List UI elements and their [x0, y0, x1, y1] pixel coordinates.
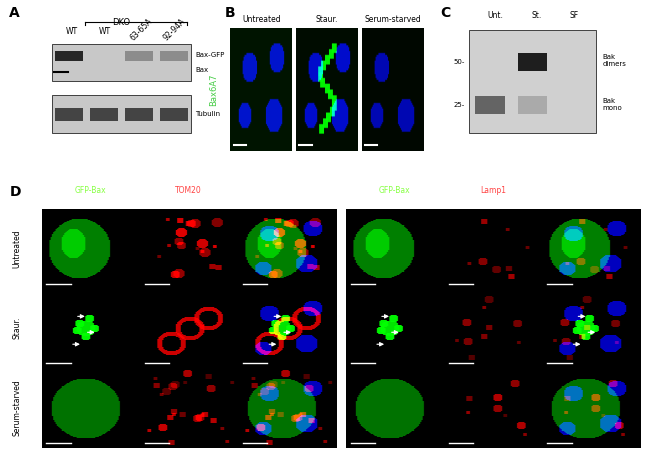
Bar [469, 30, 596, 132]
Bar [90, 108, 118, 121]
Text: Staur.: Staur. [316, 15, 338, 24]
Text: 92-94A: 92-94A [161, 17, 187, 43]
Text: GFP-Bax: GFP-Bax [379, 186, 411, 195]
Text: 63-65A: 63-65A [128, 17, 154, 43]
Bar [517, 53, 547, 71]
Text: DKO: DKO [112, 18, 131, 27]
Text: D: D [10, 185, 21, 199]
Bar [160, 51, 188, 61]
Text: Serum-starved: Serum-starved [365, 15, 421, 24]
Text: Bax-GFP: Bax-GFP [196, 52, 225, 58]
Bar [55, 51, 83, 61]
Text: Untreated: Untreated [242, 15, 281, 24]
Text: Tubulin: Tubulin [196, 111, 220, 117]
Text: GFP-Bax: GFP-Bax [75, 186, 107, 195]
Text: St.: St. [532, 11, 541, 20]
Bar [125, 108, 153, 121]
Text: 25-: 25- [454, 102, 465, 108]
Text: Bak
dimers: Bak dimers [603, 54, 627, 67]
Text: Unt.: Unt. [488, 11, 504, 20]
Text: Merge: Merge [275, 186, 299, 195]
Bar [475, 96, 505, 114]
Text: Lamp1: Lamp1 [480, 186, 506, 195]
Text: WT: WT [66, 27, 78, 36]
Bar [125, 51, 153, 61]
Bar [160, 108, 188, 121]
Text: A: A [8, 6, 20, 20]
Text: Bax: Bax [196, 67, 209, 73]
Text: B: B [224, 6, 235, 20]
Text: WT: WT [99, 27, 111, 36]
Text: Bak
mono: Bak mono [603, 98, 622, 111]
Text: Bax6A7: Bax6A7 [209, 74, 218, 106]
Text: Merge: Merge [579, 186, 603, 195]
Text: C: C [440, 6, 450, 20]
Text: Staur.: Staur. [12, 317, 21, 339]
Text: Serum-starved: Serum-starved [12, 379, 21, 436]
Bar [517, 96, 547, 114]
Text: Untreated: Untreated [12, 229, 21, 268]
Bar [55, 108, 83, 121]
Text: 50-: 50- [453, 59, 465, 65]
Text: 5 μm: 5 μm [372, 275, 388, 280]
Text: SF: SF [569, 11, 578, 20]
Text: TOM20: TOM20 [176, 186, 202, 195]
